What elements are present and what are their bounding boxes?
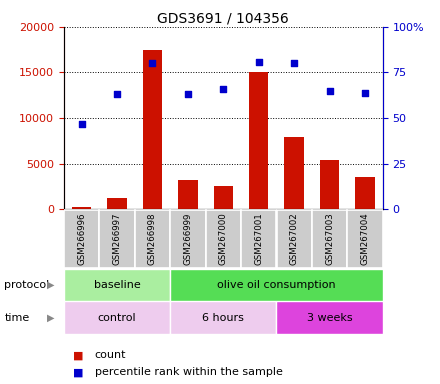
Bar	[320, 160, 339, 209]
Bar	[284, 137, 304, 209]
Text: ▶: ▶	[47, 280, 55, 290]
Bar	[64, 269, 170, 301]
Bar	[276, 301, 383, 334]
Text: time: time	[4, 313, 29, 323]
Bar	[241, 210, 276, 268]
Bar	[356, 177, 375, 209]
Text: count: count	[95, 350, 126, 360]
Bar	[107, 199, 127, 209]
Bar	[64, 301, 170, 334]
Bar	[170, 269, 383, 301]
Text: percentile rank within the sample: percentile rank within the sample	[95, 367, 282, 377]
Point	[220, 86, 227, 92]
Text: GSM267002: GSM267002	[290, 213, 299, 265]
Text: GSM267004: GSM267004	[360, 213, 370, 265]
Point	[291, 60, 298, 66]
Point	[362, 89, 369, 96]
Text: GSM267000: GSM267000	[219, 213, 228, 265]
Text: protocol: protocol	[4, 280, 50, 290]
Point	[255, 58, 262, 65]
Bar	[170, 210, 205, 268]
Text: 6 hours: 6 hours	[202, 313, 244, 323]
Text: olive oil consumption: olive oil consumption	[217, 280, 336, 290]
Bar	[205, 210, 241, 268]
Bar	[99, 210, 135, 268]
Bar	[213, 185, 233, 209]
Text: GSM267001: GSM267001	[254, 213, 263, 265]
Bar	[135, 210, 170, 268]
Point	[326, 88, 333, 94]
Text: ■: ■	[73, 350, 83, 360]
Title: GDS3691 / 104356: GDS3691 / 104356	[158, 12, 289, 26]
Point	[114, 91, 121, 98]
Text: GSM266998: GSM266998	[148, 213, 157, 265]
Bar	[249, 71, 268, 209]
Text: GSM266999: GSM266999	[183, 213, 192, 265]
Text: GSM266997: GSM266997	[113, 213, 121, 265]
Bar	[178, 180, 198, 209]
Bar	[276, 210, 312, 268]
Point	[149, 60, 156, 66]
Text: ■: ■	[73, 367, 83, 377]
Point	[78, 121, 85, 127]
Text: GSM267003: GSM267003	[325, 213, 334, 265]
Bar	[312, 210, 347, 268]
Bar	[170, 301, 276, 334]
Text: 3 weeks: 3 weeks	[307, 313, 352, 323]
Bar	[143, 50, 162, 209]
Text: control: control	[98, 313, 136, 323]
Text: ▶: ▶	[47, 313, 55, 323]
Bar	[64, 210, 99, 268]
Text: GSM266996: GSM266996	[77, 213, 86, 265]
Bar	[348, 210, 383, 268]
Text: baseline: baseline	[94, 280, 140, 290]
Bar	[72, 207, 91, 209]
Point	[184, 91, 191, 98]
